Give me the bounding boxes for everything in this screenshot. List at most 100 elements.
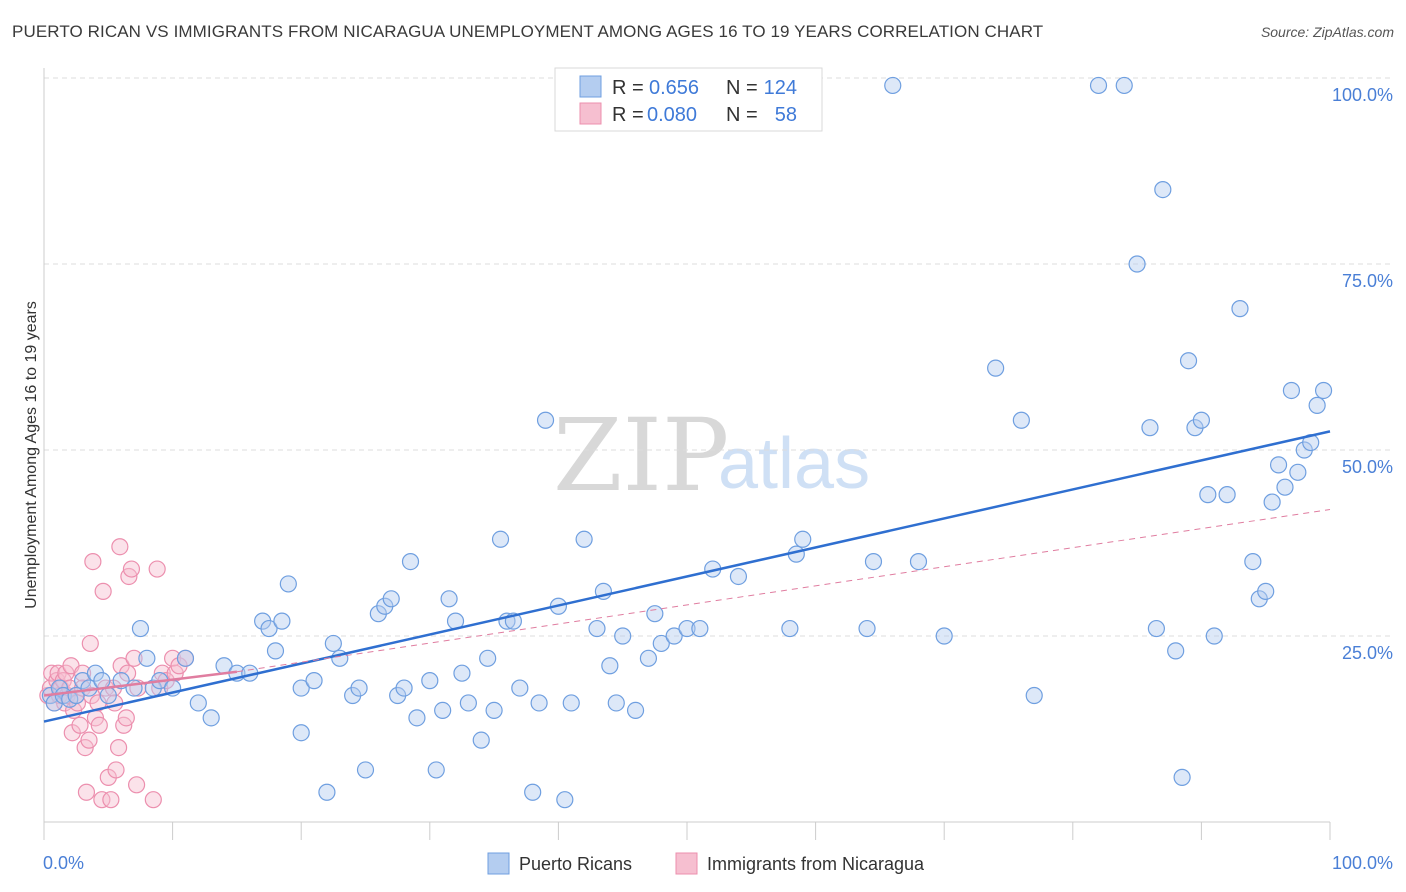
point-puerto-rican: [639, 649, 658, 667]
point-puerto-rican: [794, 530, 812, 548]
point-nicaragua: [144, 791, 162, 809]
point-nicaragua: [93, 791, 111, 809]
legend-swatch-nicaragua: [579, 102, 602, 125]
series-nicaragua-points: [39, 538, 195, 809]
point-puerto-rican: [1308, 396, 1326, 414]
point-puerto-rican: [1269, 456, 1288, 474]
point-puerto-rican: [279, 575, 297, 593]
point-puerto-rican: [1276, 478, 1294, 496]
point-puerto-rican: [607, 694, 625, 712]
point-puerto-rican: [588, 619, 606, 638]
point-puerto-rican: [131, 619, 150, 638]
legend-n-value-2: 58: [775, 104, 797, 126]
point-puerto-rican: [536, 411, 555, 429]
point-puerto-rican: [485, 701, 503, 720]
point-nicaragua: [117, 709, 135, 727]
series-puerto-ricans-points: [41, 76, 1333, 809]
point-puerto-rican: [408, 709, 426, 727]
legend-n-label-2: N =: [726, 104, 758, 126]
point-puerto-rican: [356, 761, 375, 779]
point-nicaragua: [111, 538, 129, 556]
point-puerto-rican: [273, 612, 291, 630]
point-nicaragua: [80, 731, 98, 749]
point-puerto-rican: [1025, 686, 1043, 705]
point-puerto-rican: [530, 694, 548, 712]
legend-r-label-2: R =: [612, 104, 644, 126]
x-axis-ticks: [43, 822, 1331, 840]
point-puerto-rican: [1314, 381, 1333, 400]
point-puerto-rican: [1257, 582, 1275, 600]
bottom-legend: Puerto Ricans Immigrants from Nicaragua: [487, 852, 925, 875]
point-nicaragua: [125, 649, 143, 667]
point-puerto-rican: [491, 530, 510, 548]
point-puerto-rican: [1179, 352, 1198, 370]
y-tick-label: 100.0%: [1332, 85, 1393, 105]
point-puerto-rican: [434, 701, 452, 720]
point-puerto-rican: [1128, 255, 1146, 273]
point-puerto-rican: [382, 590, 400, 608]
point-nicaragua: [109, 738, 128, 757]
point-puerto-rican: [1012, 411, 1030, 429]
point-nicaragua: [127, 776, 146, 794]
point-puerto-rican: [1167, 642, 1185, 660]
legend-n-value-1: 124: [764, 77, 797, 99]
point-nicaragua: [107, 761, 125, 779]
point-puerto-rican: [884, 76, 902, 95]
x-tick-label-left: 0.0%: [43, 853, 84, 873]
point-puerto-rican: [1147, 619, 1165, 638]
point-nicaragua: [81, 634, 99, 653]
trend-line-nicaragua-solid: [43, 670, 238, 697]
point-puerto-rican: [202, 709, 220, 727]
watermark-zip: ZIP: [553, 397, 729, 514]
point-puerto-rican: [395, 679, 413, 697]
point-puerto-rican: [1089, 76, 1108, 95]
point-puerto-rican: [93, 672, 111, 690]
point-puerto-rican: [138, 649, 156, 667]
point-puerto-rican: [1244, 552, 1262, 571]
watermark-atlas: atlas: [718, 424, 870, 504]
point-nicaragua: [84, 552, 102, 571]
point-puerto-rican: [479, 649, 497, 667]
point-nicaragua: [71, 716, 89, 734]
point-nicaragua: [94, 582, 112, 600]
point-puerto-rican: [729, 567, 748, 586]
point-puerto-rican: [350, 679, 368, 697]
point-puerto-rican: [1192, 411, 1211, 429]
point-puerto-rican: [575, 530, 593, 548]
point-puerto-rican: [556, 791, 574, 809]
point-puerto-rican: [987, 359, 1005, 377]
trend-lines: [43, 430, 1331, 723]
point-puerto-rican: [260, 619, 278, 638]
point-puerto-rican: [678, 619, 696, 638]
point-puerto-rican: [665, 627, 683, 645]
point-puerto-rican: [427, 761, 445, 779]
trend-line-puerto-ricans: [43, 430, 1331, 723]
point-puerto-rican: [176, 649, 195, 667]
x-tick-label-right: 100.0%: [1332, 853, 1393, 873]
legend-r-value-1: 0.656: [649, 77, 699, 99]
point-puerto-rican: [1205, 627, 1223, 645]
point-puerto-rican: [1282, 381, 1301, 400]
point-puerto-rican: [1141, 419, 1159, 437]
y-tick-label: 75.0%: [1342, 271, 1393, 291]
trend-line-nicaragua-dashed: [236, 509, 1331, 673]
point-nicaragua: [148, 560, 166, 578]
point-puerto-rican: [1263, 493, 1281, 511]
point-puerto-rican: [318, 783, 336, 801]
y-axis-label: Unemployment Among Ages 16 to 19 years: [23, 301, 40, 609]
point-puerto-rican: [652, 634, 670, 653]
bottom-legend-swatch-nicaragua: [675, 852, 698, 875]
point-puerto-rican: [324, 634, 342, 653]
point-puerto-rican: [266, 642, 285, 660]
point-nicaragua: [122, 560, 141, 578]
point-puerto-rican: [601, 657, 619, 675]
point-puerto-rican: [401, 552, 420, 571]
point-nicaragua: [90, 716, 108, 734]
point-puerto-rican: [99, 686, 117, 705]
point-puerto-rican: [1154, 181, 1172, 199]
point-puerto-rican: [440, 590, 458, 608]
point-puerto-rican: [1199, 486, 1217, 504]
point-puerto-rican: [858, 619, 876, 638]
point-puerto-rican: [1173, 768, 1191, 786]
